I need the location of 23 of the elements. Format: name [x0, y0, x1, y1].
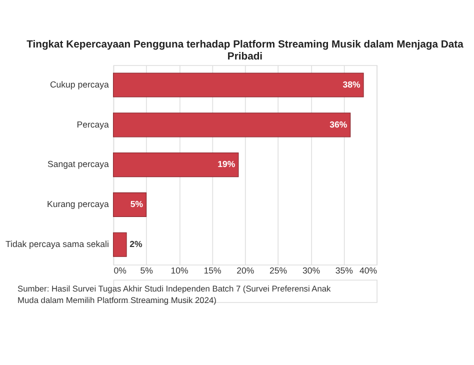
data-label: 5%: [130, 199, 144, 210]
x-tick-label: 30%: [302, 266, 320, 276]
x-tick-label: 40%: [360, 266, 378, 276]
y-tick-label: Tidak percaya sama sekali: [5, 239, 109, 250]
text: Muda dalam Memilih Platform Streaming Musik 2024): [18, 294, 217, 305]
x-tick-label: 5%: [140, 266, 154, 276]
y-tick-label: Percaya: [76, 119, 110, 130]
x-tick-label: 15%: [204, 266, 222, 276]
x-tick-label: 0%: [114, 266, 127, 276]
data-label: 2%: [130, 239, 143, 250]
data-label: 36%: [330, 119, 348, 130]
y-tick-label: Sangat percaya: [48, 159, 110, 170]
text: Sumber: Hasil Survei Tugas Akhir Studi Independen Batch 7 (Survei Preferensi Anak: [18, 284, 332, 294]
data-label: 38%: [342, 79, 360, 90]
x-tick-label: 25%: [270, 266, 288, 276]
y-tick-label: Kurang percaya: [47, 199, 110, 210]
text: Pribadi: [227, 51, 263, 62]
x-tick-label: 20%: [236, 266, 254, 276]
text: Tingkat Kepercayaan Pengguna terhadap Platform Streaming Musik dalam Menjaga Data: [26, 40, 464, 51]
x-tick-label: 35%: [335, 266, 354, 276]
x-tick-label: 10%: [170, 266, 189, 276]
data-label: 19%: [218, 159, 236, 170]
y-tick-label: Cukup percaya: [50, 79, 110, 90]
